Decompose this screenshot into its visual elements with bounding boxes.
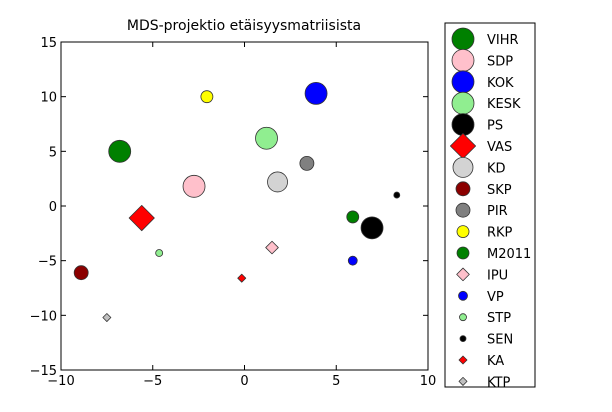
legend-marker bbox=[458, 376, 468, 386]
chart-title: MDS-projektio etäisyysmatriisista bbox=[127, 18, 361, 34]
point-vihr bbox=[108, 139, 132, 163]
y-tick-label: 10 bbox=[40, 91, 57, 106]
legend-marker bbox=[451, 27, 475, 51]
y-tick-label: 0 bbox=[49, 200, 57, 215]
point-kd bbox=[267, 171, 288, 193]
x-tick-label: −5 bbox=[143, 374, 162, 389]
legend-item-skp: SKP bbox=[455, 181, 512, 198]
point-sen bbox=[393, 191, 401, 199]
legend-item-stp: STP bbox=[459, 311, 511, 326]
legend-label: M2011 bbox=[487, 247, 531, 262]
legend-item-sen: SEN bbox=[459, 333, 513, 348]
legend-item-kok: KOK bbox=[451, 70, 514, 94]
point-vas bbox=[128, 204, 155, 232]
legend-label: SEN bbox=[487, 333, 513, 348]
legend-label: KOK bbox=[487, 76, 514, 91]
point-rkp bbox=[200, 90, 214, 104]
legend-label: KTP bbox=[487, 375, 510, 390]
legend-marker bbox=[455, 181, 471, 197]
y-tick-label: −10 bbox=[30, 309, 57, 324]
legend-label: STP bbox=[487, 311, 511, 326]
legend-item-rkp: RKP bbox=[456, 225, 513, 241]
legend-item-vihr: VIHR bbox=[451, 27, 519, 51]
plot-area-frame bbox=[60, 41, 429, 371]
legend-label: PIR bbox=[487, 204, 508, 219]
legend-label: KESK bbox=[487, 97, 521, 112]
legend-marker bbox=[456, 225, 470, 239]
point-kesk bbox=[255, 126, 278, 150]
legend-label: PS bbox=[487, 119, 503, 134]
legend-label: VAS bbox=[487, 140, 512, 155]
legend-item-vp: VP bbox=[458, 290, 504, 305]
y-tick-label: 5 bbox=[49, 145, 57, 160]
legend-marker bbox=[455, 202, 471, 218]
point-pir bbox=[299, 155, 315, 171]
point-kok bbox=[304, 81, 328, 105]
legend-item-sdp: SDP bbox=[451, 49, 513, 72]
legend-marker bbox=[456, 267, 470, 282]
legend-label: RKP bbox=[487, 226, 513, 241]
point-stp bbox=[155, 249, 164, 257]
legend-marker bbox=[456, 246, 470, 260]
legend-marker bbox=[452, 156, 474, 178]
point-ka bbox=[237, 273, 247, 283]
y-tick-label: 15 bbox=[40, 36, 57, 51]
legend-marker bbox=[451, 113, 475, 136]
legend-marker bbox=[451, 91, 475, 115]
legend-item-kd: KD bbox=[452, 156, 506, 178]
legend-marker bbox=[451, 49, 475, 72]
legend-label: VIHR bbox=[487, 33, 519, 48]
legend-label: SDP bbox=[487, 54, 513, 69]
point-ps bbox=[360, 216, 384, 240]
legend-marker bbox=[459, 335, 467, 343]
legend-marker bbox=[459, 313, 467, 322]
legend-item-ipu: IPU bbox=[456, 267, 508, 283]
legend-label: SKP bbox=[487, 183, 512, 198]
point-m2011 bbox=[346, 210, 360, 224]
x-tick-label: 0 bbox=[240, 374, 248, 389]
legend-marker bbox=[458, 355, 468, 365]
y-tick-label: −15 bbox=[30, 364, 57, 379]
point-sdp bbox=[182, 174, 206, 198]
legend-label: IPU bbox=[487, 268, 508, 283]
legend-item-ktp: KTP bbox=[458, 375, 510, 390]
legend-label: KA bbox=[487, 354, 504, 369]
point-skp bbox=[73, 265, 89, 281]
legend-item-m2011: M2011 bbox=[456, 246, 531, 262]
x-tick-label: 5 bbox=[332, 374, 340, 389]
legend-marker bbox=[458, 290, 468, 301]
x-tick-label: −10 bbox=[47, 374, 74, 389]
y-tick-label: −5 bbox=[38, 255, 57, 270]
legend-marker bbox=[451, 70, 475, 94]
point-ipu bbox=[265, 240, 279, 255]
legend-item-ps: PS bbox=[451, 113, 503, 136]
x-tick-label: 10 bbox=[420, 374, 437, 389]
legend-item-ka: KA bbox=[458, 354, 504, 369]
point-ktp bbox=[102, 313, 112, 322]
point-vp bbox=[347, 255, 358, 266]
legend-label: VP bbox=[487, 290, 504, 305]
legend-label: KD bbox=[487, 161, 506, 176]
legend-item-pir: PIR bbox=[455, 202, 508, 219]
